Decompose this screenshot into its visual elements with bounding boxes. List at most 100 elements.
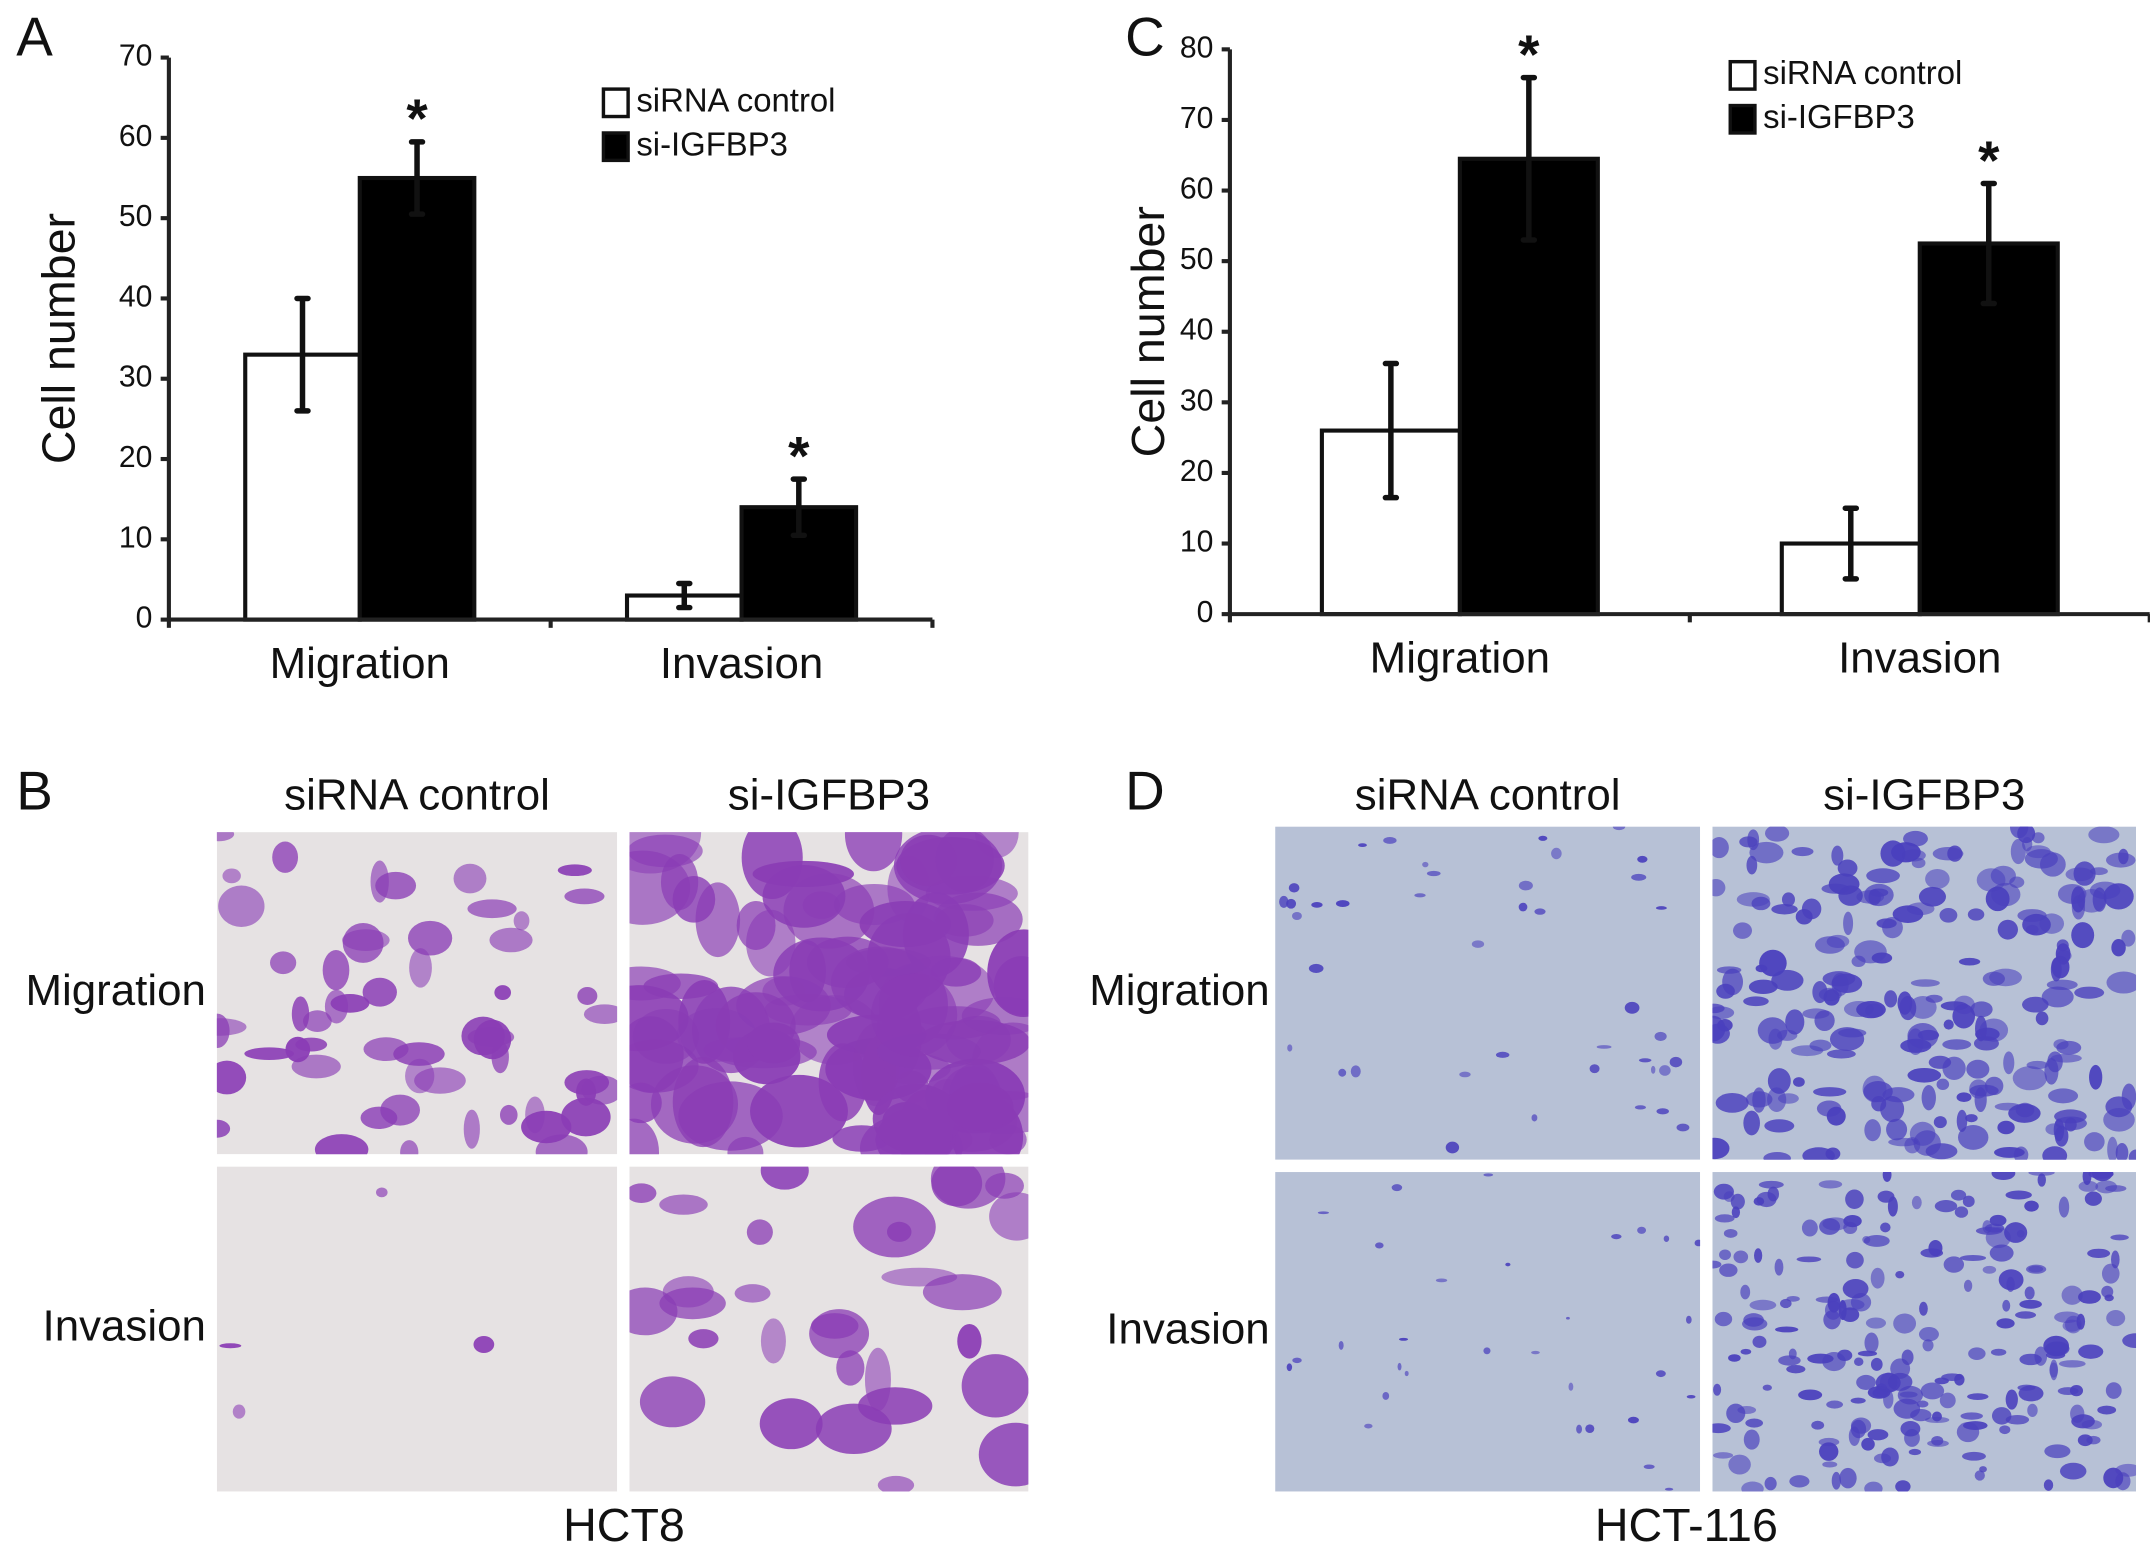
- row-label: Migration: [1089, 966, 1269, 1015]
- stained-cell: [1774, 1258, 1784, 1276]
- stained-cell: [2103, 1467, 2124, 1489]
- stained-cell: [2059, 1462, 2087, 1480]
- stained-cell: [2128, 1149, 2137, 1160]
- stained-cell: [1864, 1481, 1883, 1492]
- stained-cell: [222, 868, 241, 884]
- stained-cell: [1802, 1147, 1835, 1160]
- stained-cell: [629, 1287, 678, 1336]
- stained-cell: [1900, 1038, 1932, 1053]
- stained-cell: [2053, 1039, 2069, 1050]
- row-label: Migration: [26, 966, 206, 1015]
- stained-cell: [2028, 1172, 2055, 1176]
- y-tick-label: 40: [119, 280, 153, 313]
- stained-cell: [2044, 1444, 2071, 1459]
- stained-cell: [1749, 841, 1784, 864]
- stained-cell: [2082, 1172, 2092, 1186]
- error-bar: [1842, 505, 1860, 582]
- stained-cell: [1997, 1120, 2015, 1135]
- error-bar: [1520, 74, 1538, 243]
- stained-cell: [1963, 1279, 1973, 1292]
- stained-cell: [2058, 1196, 2070, 1218]
- stained-cell: [2074, 986, 2105, 999]
- stained-cell: [1768, 1028, 1783, 1050]
- stained-cell: [1730, 1193, 1745, 1210]
- stained-cell: [1713, 1452, 1734, 1459]
- stained-cell: [1823, 989, 1840, 1006]
- stained-cell: [1943, 1019, 1954, 1030]
- stained-cell: [1650, 1065, 1656, 1074]
- stained-cell: [662, 1276, 714, 1308]
- stained-cell: [1790, 1045, 1824, 1057]
- stained-cell: [1864, 1119, 1881, 1142]
- stained-cell: [216, 1060, 247, 1095]
- stained-cell: [314, 1134, 369, 1155]
- stained-cell: [1827, 1292, 1841, 1313]
- stained-cell: [1864, 1332, 1879, 1354]
- stained-cell: [1861, 1437, 1875, 1451]
- y-tick-label: 20: [1180, 455, 1214, 488]
- x-tick-label: Migration: [1370, 633, 1550, 682]
- stained-cell: [1422, 861, 1429, 868]
- stained-cell: [2025, 924, 2039, 935]
- stained-cell: [1286, 898, 1297, 909]
- stained-cell: [736, 901, 776, 950]
- micrograph: [629, 1166, 1029, 1492]
- stained-cell: [1338, 1068, 1347, 1077]
- stained-cell: [494, 985, 511, 1001]
- stained-cell: [513, 911, 530, 931]
- stained-cell: [1856, 1374, 1876, 1390]
- y-tick-label: 30: [119, 361, 153, 394]
- stained-cell: [1826, 934, 1850, 949]
- stained-cell: [1818, 1180, 1843, 1189]
- stained-cell: [2058, 1360, 2086, 1368]
- stained-cell: [1826, 1049, 1856, 1059]
- stained-cell: [216, 1119, 231, 1138]
- stained-cell: [1414, 893, 1426, 898]
- stained-cell: [1867, 1429, 1889, 1441]
- stained-cell: [1576, 1424, 1583, 1434]
- stained-cell: [2091, 1172, 2114, 1182]
- stained-cell: [561, 1097, 611, 1137]
- stained-cell: [1831, 1471, 1841, 1490]
- error-bar: [294, 295, 311, 414]
- stained-cell: [1771, 969, 1804, 991]
- stained-cell: [1826, 1106, 1846, 1126]
- micrograph-background: [1275, 1172, 1701, 1492]
- stained-cell: [1882, 1172, 1892, 1182]
- stained-cell: [900, 834, 957, 887]
- stained-cell: [1585, 1424, 1595, 1433]
- stained-cell: [2050, 1053, 2082, 1063]
- caption: HCT-116: [1595, 1499, 1778, 1551]
- stained-cell: [1712, 1137, 1730, 1160]
- stained-cell: [1375, 1242, 1384, 1249]
- stained-cell: [1382, 1391, 1390, 1400]
- stained-cell: [1764, 1119, 1795, 1133]
- stained-cell: [2056, 950, 2072, 962]
- stained-cell: [2015, 1311, 2037, 1319]
- significance-label: *: [1518, 23, 1540, 85]
- stained-cell: [1435, 1278, 1448, 1283]
- stained-cell: [1495, 1051, 1510, 1058]
- y-tick-label: 80: [1180, 31, 1214, 64]
- stained-cell: [1807, 1353, 1834, 1364]
- stained-cell: [467, 899, 517, 919]
- stained-cell: [2041, 986, 2074, 1008]
- stained-cell: [1989, 968, 2022, 987]
- stained-cell: [1850, 1397, 1866, 1404]
- stained-cell: [463, 1109, 480, 1149]
- legend-label: si-IGFBP3: [636, 125, 788, 162]
- stained-cell: [2037, 1173, 2046, 1187]
- micrograph: [1712, 826, 2137, 1160]
- stained-cell: [1518, 902, 1528, 912]
- stained-cell: [1958, 957, 1981, 966]
- stained-cell: [2078, 1344, 2104, 1359]
- stained-cell: [1634, 1105, 1647, 1110]
- stained-cell: [1895, 1480, 1911, 1492]
- legend-swatch: [601, 131, 630, 163]
- column-header: siRNA control: [1355, 770, 1621, 819]
- stained-cell: [2118, 848, 2129, 865]
- stained-cell: [577, 986, 598, 1005]
- stained-cell: [1908, 1448, 1922, 1456]
- stained-cell: [1722, 968, 1744, 996]
